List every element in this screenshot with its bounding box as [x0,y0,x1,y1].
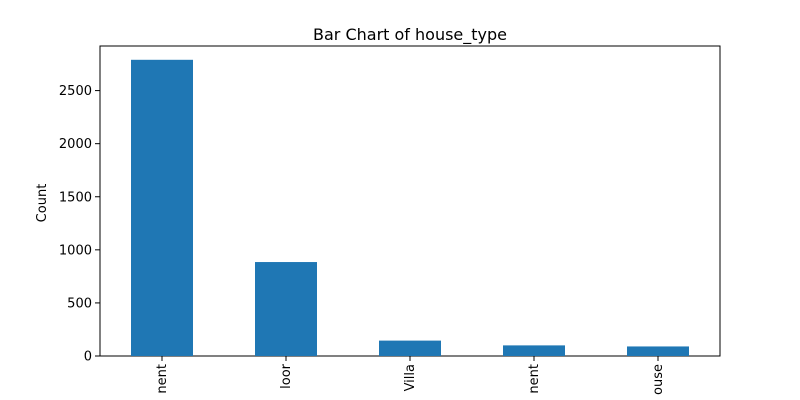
y-axis: 0 500 1000 1500 2000 2500 [59,84,100,365]
y-axis-label: Count [35,184,50,223]
bar-1 [131,59,193,357]
y-tick-label: 0 [84,350,92,365]
x-axis: nent loor Villa nent ouse [155,356,666,395]
x-tick-label: nent [527,364,542,394]
y-tick-label: 1500 [59,190,92,205]
y-tick-label: 500 [67,296,92,311]
y-tick-label: 2500 [59,84,92,99]
y-tick-label: 1000 [59,243,92,258]
x-tick-label: ouse [651,364,666,395]
x-tick-label: nent [155,364,170,394]
chart-title: Bar Chart of house_type [313,25,507,45]
y-tick-label: 2000 [59,137,92,152]
bars-group [131,59,689,357]
bar-4 [503,345,565,356]
x-tick-label: Villa [403,364,418,391]
bar-2 [255,262,317,356]
bar-5 [627,346,689,356]
bar-3 [379,340,441,356]
x-tick-label: loor [279,363,294,389]
